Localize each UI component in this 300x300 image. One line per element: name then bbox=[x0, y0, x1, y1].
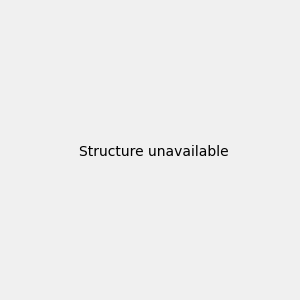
Text: Structure unavailable: Structure unavailable bbox=[79, 145, 229, 158]
